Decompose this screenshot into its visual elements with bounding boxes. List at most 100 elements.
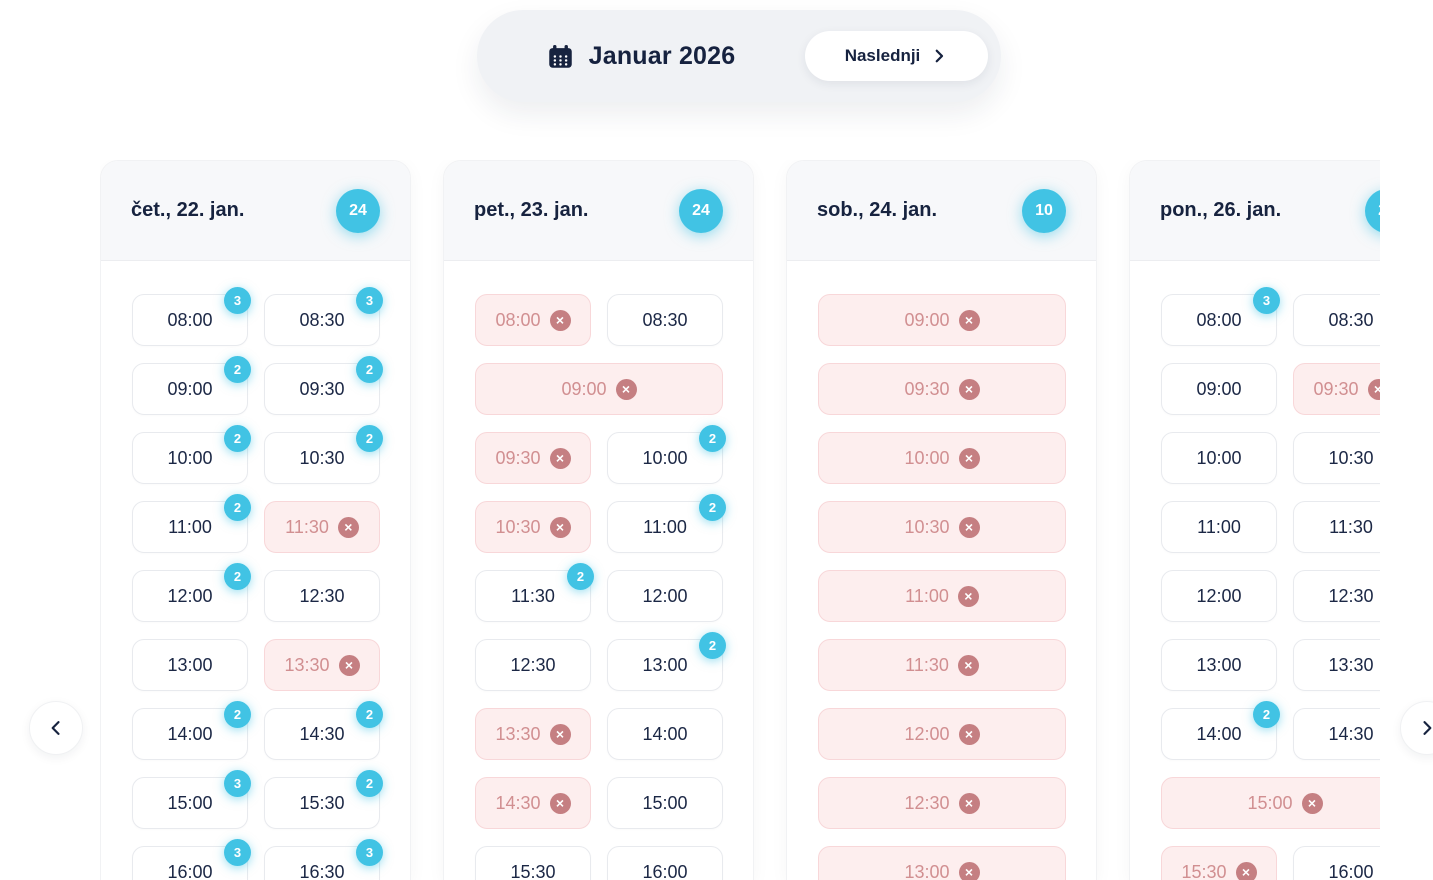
day-label: pon., 26. jan.: [1160, 199, 1282, 221]
slot-time: 11:30: [1329, 516, 1373, 537]
time-slot[interactable]: 13:00: [1161, 639, 1277, 691]
time-slot[interactable]: 12:00: [1161, 570, 1277, 622]
slot-count-badge: 3: [224, 770, 251, 797]
time-slot[interactable]: 11:00 2: [132, 494, 251, 553]
time-slot[interactable]: 13:30 ×: [264, 639, 380, 691]
time-slot[interactable]: 13:00 ×: [818, 846, 1066, 880]
time-slot[interactable]: 16:00 3: [132, 839, 251, 880]
time-slot[interactable]: 11:30 ×: [264, 501, 380, 553]
time-slot[interactable]: 09:30 ×: [1293, 363, 1380, 415]
time-slot[interactable]: 08:00 3: [132, 287, 251, 346]
cancel-icon[interactable]: ×: [615, 378, 637, 400]
time-slot[interactable]: 15:00: [607, 777, 723, 829]
cancel-icon[interactable]: ×: [1301, 792, 1323, 814]
time-slot[interactable]: 11:30: [1293, 501, 1380, 553]
time-slot[interactable]: 14:00 2: [132, 701, 251, 760]
slot-grid: 08:00 × 08:30 09:00 × 09:30 × 10:00 2 10…: [444, 261, 753, 880]
time-slot[interactable]: 10:30 2: [264, 425, 383, 484]
cancel-icon[interactable]: ×: [958, 861, 980, 880]
time-slot[interactable]: 13:30 ×: [475, 708, 591, 760]
time-slot[interactable]: 09:00 ×: [475, 363, 723, 415]
next-days-button[interactable]: [1400, 701, 1433, 755]
slot-time: 09:30: [904, 378, 950, 399]
cancel-icon[interactable]: ×: [549, 723, 571, 745]
time-slot[interactable]: 14:30: [1293, 708, 1380, 760]
cancel-icon[interactable]: ×: [549, 309, 571, 331]
time-slot[interactable]: 09:30 ×: [818, 363, 1066, 415]
cancel-icon[interactable]: ×: [958, 447, 980, 469]
time-slot[interactable]: 11:00 ×: [818, 570, 1066, 622]
cancel-icon[interactable]: ×: [958, 309, 980, 331]
time-slot[interactable]: 10:00: [1161, 432, 1277, 484]
time-slot[interactable]: 14:30 ×: [475, 777, 591, 829]
time-slot[interactable]: 15:30 ×: [1161, 846, 1277, 880]
cancel-icon[interactable]: ×: [958, 792, 980, 814]
next-month-button[interactable]: Naslednji: [805, 31, 988, 81]
time-slot[interactable]: 08:00 ×: [475, 294, 591, 346]
time-slot[interactable]: 11:30 2: [475, 563, 594, 622]
cancel-icon[interactable]: ×: [957, 585, 979, 607]
time-slot[interactable]: 13:00 2: [607, 632, 726, 691]
cancel-icon[interactable]: ×: [958, 378, 980, 400]
time-slot[interactable]: 09:00 2: [132, 356, 251, 415]
time-slot[interactable]: 15:30 2: [264, 770, 383, 829]
time-slot[interactable]: 16:30 3: [264, 839, 383, 880]
time-slot[interactable]: 10:30 ×: [818, 501, 1066, 553]
cancel-icon[interactable]: ×: [1367, 378, 1380, 400]
time-slot[interactable]: 12:00 ×: [818, 708, 1066, 760]
time-slot[interactable]: 10:00 2: [607, 425, 726, 484]
time-slot[interactable]: 12:30: [1293, 570, 1380, 622]
cancel-icon[interactable]: ×: [549, 516, 571, 538]
time-slot[interactable]: 16:00: [607, 846, 723, 880]
day-column: pon., 26. jan. 24 08:00 3 08:30 09:00 09…: [1129, 160, 1380, 880]
cancel-icon[interactable]: ×: [337, 516, 359, 538]
cancel-icon[interactable]: ×: [549, 792, 571, 814]
time-slot[interactable]: 09:00: [1161, 363, 1277, 415]
time-slot[interactable]: 12:00 2: [132, 563, 251, 622]
time-slot[interactable]: 10:00 2: [132, 425, 251, 484]
day-label: sob., 24. jan.: [817, 199, 938, 221]
slot-count-badge: 2: [699, 425, 726, 452]
slot-time: 10:00: [642, 447, 688, 468]
time-slot[interactable]: 14:30 2: [264, 701, 383, 760]
time-slot[interactable]: 11:00 2: [607, 494, 726, 553]
slot-time: 12:00: [904, 723, 950, 744]
time-slot[interactable]: 15:00 3: [132, 770, 251, 829]
time-slot[interactable]: 08:00 3: [1161, 287, 1280, 346]
cancel-icon[interactable]: ×: [957, 654, 979, 676]
prev-days-button[interactable]: [29, 701, 83, 755]
slot-time: 12:00: [1196, 585, 1242, 606]
time-slot[interactable]: 14:00 2: [1161, 701, 1280, 760]
time-slot[interactable]: 12:30: [264, 570, 380, 622]
time-slot[interactable]: 12:00: [607, 570, 723, 622]
time-slot[interactable]: 09:30 ×: [475, 432, 591, 484]
time-slot[interactable]: 10:30: [1293, 432, 1380, 484]
month-title: Januar 2026: [588, 41, 736, 70]
time-slot[interactable]: 16:00: [1293, 846, 1380, 880]
time-slot[interactable]: 09:00 ×: [818, 294, 1066, 346]
time-slot[interactable]: 12:30: [475, 639, 591, 691]
time-slot[interactable]: 08:30: [1293, 294, 1380, 346]
time-slot[interactable]: 14:00: [607, 708, 723, 760]
cancel-icon[interactable]: ×: [958, 516, 980, 538]
time-slot[interactable]: 10:30 ×: [475, 501, 591, 553]
time-slot[interactable]: 13:00: [132, 639, 248, 691]
time-slot[interactable]: 11:30 ×: [818, 639, 1066, 691]
time-slot[interactable]: 12:30 ×: [818, 777, 1066, 829]
time-slot[interactable]: 15:30: [475, 846, 591, 880]
cancel-icon[interactable]: ×: [338, 654, 360, 676]
time-slot[interactable]: 09:30 2: [264, 356, 383, 415]
time-slot[interactable]: 15:00 ×: [1161, 777, 1380, 829]
time-slot[interactable]: 11:00: [1161, 501, 1277, 553]
time-slot[interactable]: 10:00 ×: [818, 432, 1066, 484]
cancel-icon[interactable]: ×: [958, 723, 980, 745]
time-slot[interactable]: 08:30: [607, 294, 723, 346]
slot-count-badge: 3: [1253, 287, 1280, 314]
slot-time: 15:00: [167, 792, 213, 813]
time-slot[interactable]: 13:30: [1293, 639, 1380, 691]
cancel-icon[interactable]: ×: [1235, 861, 1257, 880]
cancel-icon[interactable]: ×: [549, 447, 571, 469]
time-slot[interactable]: 08:30 3: [264, 287, 383, 346]
slot-count-badge: 2: [356, 356, 383, 383]
day-header: pon., 26. jan. 24: [1130, 161, 1380, 261]
